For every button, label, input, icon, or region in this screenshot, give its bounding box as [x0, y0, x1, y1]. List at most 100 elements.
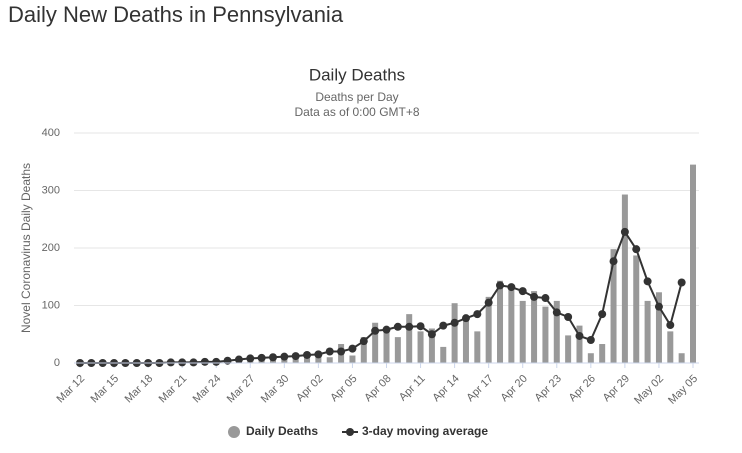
x-tick-label: Apr 26: [567, 373, 598, 404]
y-tick-label: 400: [42, 127, 60, 139]
bar: [451, 303, 458, 363]
bar: [621, 194, 628, 363]
line-point: [337, 347, 346, 356]
line-point: [348, 344, 357, 353]
line-point: [496, 281, 505, 290]
chart-subtitle: Deaths per Day: [315, 90, 398, 104]
line-point: [666, 321, 675, 330]
bar: [417, 331, 424, 363]
line-point: [575, 331, 584, 340]
line-point: [552, 308, 561, 317]
line-point: [405, 322, 414, 331]
line-point: [382, 325, 391, 334]
line-point: [598, 310, 607, 319]
x-tick-label: Apr 17: [464, 373, 495, 404]
line-point: [212, 357, 221, 366]
y-tick-label: 100: [42, 299, 60, 311]
line-point: [586, 336, 595, 344]
x-tick-label: Mar 15: [89, 373, 122, 406]
y-tick-label: 0: [54, 357, 60, 369]
x-tick-label: Apr 23: [533, 373, 564, 404]
bar: [599, 344, 606, 363]
bar: [678, 353, 685, 363]
legend-symbol: [228, 426, 240, 438]
line-point: [246, 354, 255, 363]
bar: [667, 331, 674, 363]
line-point: [303, 350, 312, 359]
x-tick-label: Apr 05: [328, 373, 359, 404]
line-point: [530, 292, 539, 301]
bar: [633, 255, 640, 363]
line-point: [257, 353, 266, 362]
x-tick-label: Apr 08: [362, 373, 393, 404]
bar: [565, 335, 572, 363]
bar: [394, 337, 401, 363]
bar: [383, 327, 390, 363]
y-tick-label: 200: [42, 242, 60, 254]
x-tick-label: Apr 14: [430, 373, 461, 404]
x-tick-label: Apr 02: [294, 373, 325, 404]
line-point: [291, 352, 300, 361]
line-point: [484, 298, 493, 307]
line-point: [268, 353, 277, 362]
bar: [644, 300, 651, 363]
line-point: [200, 357, 209, 366]
line-point: [461, 314, 470, 323]
chart-subtitle: Data as of 0:00 GMT+8: [294, 105, 419, 119]
x-tick-label: Apr 20: [498, 373, 529, 404]
x-tick-label: Mar 27: [225, 373, 258, 406]
x-tick-label: Apr 11: [397, 373, 428, 404]
line-point: [325, 347, 334, 356]
legend-item: Daily Deaths: [228, 424, 318, 438]
line-point: [643, 277, 652, 286]
line-point: [439, 321, 448, 330]
x-tick-label: Mar 30: [259, 373, 292, 406]
bar: [474, 331, 481, 363]
line-point: [166, 358, 175, 367]
line-point: [359, 337, 368, 346]
bar: [428, 328, 435, 363]
bar: [519, 300, 526, 363]
bar: [349, 355, 356, 363]
x-tick-label: Mar 18: [123, 373, 156, 406]
line-point: [507, 283, 516, 292]
y-axis-label: Novel Coronavirus Daily Deaths: [19, 163, 33, 333]
bar: [326, 357, 333, 363]
bar: [542, 306, 549, 363]
line-point: [450, 318, 459, 327]
line-point: [541, 294, 550, 303]
line-point: [518, 287, 527, 296]
bar: [610, 249, 617, 363]
bar: [576, 325, 583, 363]
y-tick-label: 300: [42, 184, 60, 196]
line-point: [620, 227, 629, 236]
line-point: [632, 245, 641, 254]
bar: [360, 337, 367, 363]
line-point: [677, 278, 686, 287]
bar: [372, 322, 379, 363]
line-point: [314, 350, 323, 359]
bar: [531, 291, 538, 363]
line-point: [473, 310, 482, 319]
page-title: Daily New Deaths in Pennsylvania: [8, 2, 344, 27]
x-tick-label: Apr 29: [601, 373, 632, 404]
line-point: [280, 352, 289, 361]
bar: [553, 300, 560, 363]
x-tick-label: Mar 24: [191, 373, 224, 406]
x-tick-label: May 05: [666, 373, 700, 407]
legend-symbol: [346, 428, 354, 436]
x-tick-label: Mar 21: [157, 373, 190, 406]
bar: [587, 353, 594, 363]
line-point: [427, 330, 436, 339]
line-point: [564, 313, 573, 321]
line-point: [393, 322, 402, 331]
chart-title: Daily Deaths: [309, 65, 405, 84]
bar: [440, 346, 447, 363]
legend-label: Daily Deaths: [246, 424, 318, 438]
line-point: [178, 358, 187, 367]
bar: [690, 164, 696, 363]
bar: [462, 317, 469, 363]
line-point: [189, 358, 198, 367]
